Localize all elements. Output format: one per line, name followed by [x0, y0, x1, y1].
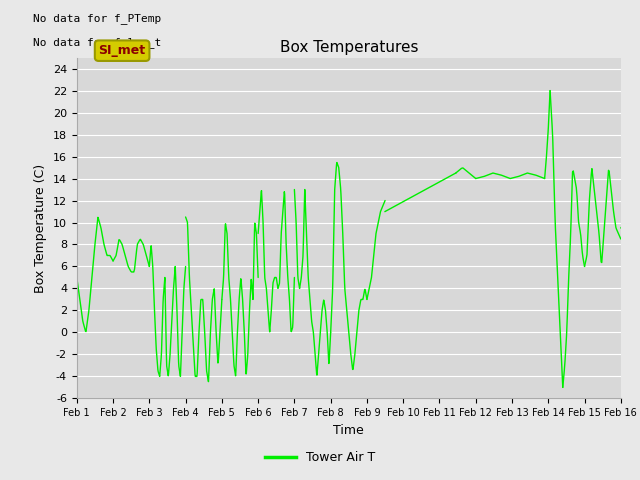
Legend: Tower Air T: Tower Air T	[260, 446, 380, 469]
Text: SI_met: SI_met	[99, 44, 146, 57]
Text: No data for f_lgr_t: No data for f_lgr_t	[33, 37, 161, 48]
X-axis label: Time: Time	[333, 424, 364, 437]
Y-axis label: Box Temperature (C): Box Temperature (C)	[35, 163, 47, 293]
Title: Box Temperatures: Box Temperatures	[280, 40, 418, 55]
Text: No data for f_PTemp: No data for f_PTemp	[33, 13, 161, 24]
